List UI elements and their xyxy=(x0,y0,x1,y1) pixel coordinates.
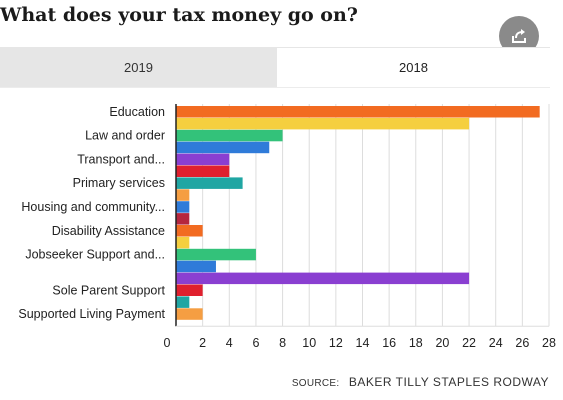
bar-9 xyxy=(176,213,190,225)
x-tick-label-2: 4 xyxy=(226,336,233,350)
x-tick-label-5: 10 xyxy=(302,336,316,350)
category-label-12: Jobseeker Support and... xyxy=(25,248,165,262)
x-tick-label-6: 12 xyxy=(329,336,343,350)
category-label-15: Sole Parent Support xyxy=(52,283,165,297)
x-tick-label-7: 14 xyxy=(356,336,370,350)
tabs-divider xyxy=(0,87,550,88)
x-tick-label-10: 20 xyxy=(435,336,449,350)
x-tick-label-0: 0 xyxy=(164,336,171,350)
bar-8 xyxy=(176,201,190,213)
bar-10 xyxy=(176,225,203,237)
x-tick-label-1: 2 xyxy=(199,336,206,350)
tab-2018-label: 2018 xyxy=(399,60,428,75)
bar-4 xyxy=(176,153,230,166)
bar-6 xyxy=(176,177,243,189)
x-tick-label-14: 28 xyxy=(542,336,556,350)
category-label-0: Education xyxy=(109,105,165,119)
bar-15 xyxy=(176,284,203,296)
bar-13 xyxy=(176,260,216,273)
bar-2 xyxy=(176,129,283,142)
category-label-4: Transport and... xyxy=(77,152,165,166)
x-tick-label-13: 26 xyxy=(515,336,529,350)
source-label: SOURCE: xyxy=(291,378,340,389)
category-label-2: Law and order xyxy=(85,129,165,143)
x-tick-label-3: 6 xyxy=(252,336,259,350)
bar-14 xyxy=(176,272,470,285)
bar-3 xyxy=(176,141,270,154)
bar-1 xyxy=(176,117,470,130)
category-label-8: Housing and community... xyxy=(21,200,165,214)
tab-2018[interactable]: 2018 xyxy=(277,47,550,87)
bar-chart: Education Law and order Transport and... Pr… xyxy=(18,104,556,350)
x-tick-label-12: 24 xyxy=(489,336,503,350)
x-tick-label-4: 8 xyxy=(279,336,286,350)
year-tabs: 2019 2018 xyxy=(0,47,550,87)
category-label-6: Primary services xyxy=(73,176,165,190)
share-icon xyxy=(512,29,526,43)
bar-5 xyxy=(176,165,230,177)
tab-2019[interactable]: 2019 xyxy=(0,47,277,87)
source-credit: SOURCE: BAKER TILLY STAPLES RODWAY xyxy=(292,375,549,389)
bar-16 xyxy=(176,296,190,308)
category-label-10: Disability Assistance xyxy=(52,224,165,238)
tab-2019-label: 2019 xyxy=(124,59,153,75)
x-tick-label-9: 18 xyxy=(409,336,423,350)
bar-7 xyxy=(176,189,190,201)
bar-11 xyxy=(176,236,190,249)
category-label-17: Supported Living Payment xyxy=(18,307,165,321)
bar-17 xyxy=(176,308,203,320)
page-title: What does your tax money go on? xyxy=(0,4,358,26)
bar-12 xyxy=(176,248,256,261)
x-tick-label-11: 22 xyxy=(462,336,476,350)
x-tick-label-8: 16 xyxy=(382,336,396,350)
source-name: BAKER TILLY STAPLES RODWAY xyxy=(348,375,549,389)
bar-0 xyxy=(176,106,540,118)
